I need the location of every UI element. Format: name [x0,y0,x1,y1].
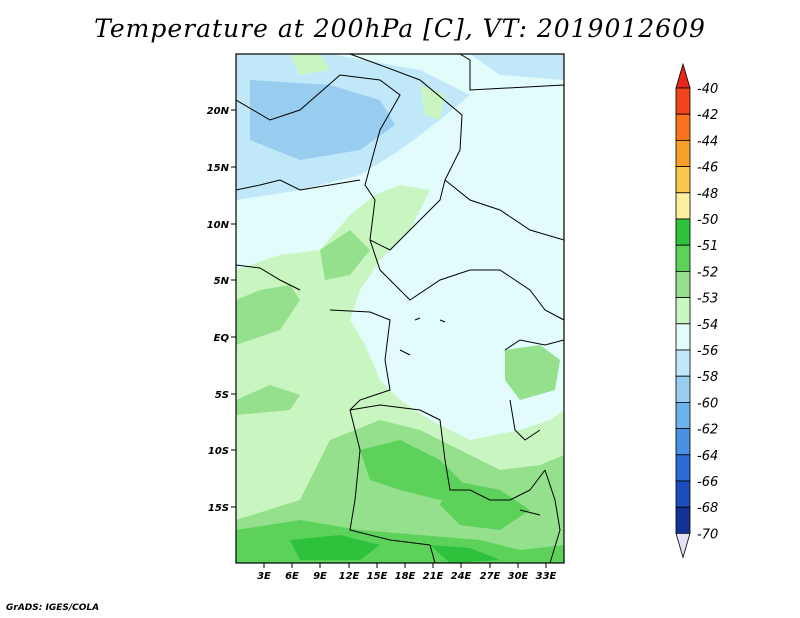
colorbar-label: -48 [697,187,718,202]
colorbar-label: -56 [697,344,718,359]
colorbar-band [675,192,691,220]
lon-label-24e: 24E [451,571,472,582]
colorbar-band [675,139,691,167]
colorbar-band [675,297,691,325]
colorbar-band [675,401,691,429]
colorbar-label: -68 [697,501,718,516]
lon-label-6e: 6E [285,571,299,582]
lat-axis: 20N 15N 10N 5N EQ 5S 10S 15S [207,106,236,514]
lat-label-20n: 20N [207,106,230,117]
colorbar-label: -53 [697,292,718,307]
band-minus-52-53-sw [236,385,300,415]
lon-label-3e: 3E [257,571,271,582]
colorbar-band [675,244,691,272]
colorbar-label: -42 [697,108,718,123]
lon-label-15e: 15E [367,571,388,582]
colorbar-label: -44 [697,134,718,149]
band-minus-50-51-a [290,535,380,560]
colorbar-label: -62 [697,423,718,438]
band-minus-50-51-b [430,545,500,563]
band-minus-52-53-e [505,345,560,400]
lat-label-10s: 10S [208,446,229,457]
colorbar-label: -64 [697,449,718,464]
temperature-field [236,54,564,563]
lat-label-eq: EQ [214,333,230,344]
lon-label-27e: 27E [480,571,501,582]
colorbar-band [675,454,691,482]
band-minus-58-60 [250,80,395,160]
lat-label-10n: 10N [207,220,230,231]
colorbar-label: -70 [697,527,718,542]
lon-label-21e: 21E [423,571,444,582]
colorbar-band [675,506,691,534]
band-minus-52-53-n [320,230,370,280]
colorbar-label: -54 [697,318,718,333]
colorbar-label: -52 [697,265,718,280]
lat-label-15s: 15S [208,503,229,514]
lon-label-33e: 33E [536,571,557,582]
colorbar-band [675,323,691,351]
footer-credit: GrADS: IGES/COLA [6,603,100,613]
colorbar-band [675,166,691,194]
lat-label-15n: 15N [207,163,230,174]
colorbar-band [675,375,691,403]
colorbar-bottom-arrow [675,533,691,559]
colorbar-label: -66 [697,475,718,490]
band-minus-53-54-n2 [420,85,445,120]
colorbar-top-arrow [675,62,691,89]
lon-axis: 3E 6E 9E 12E 15E 18E 21E 24E 27E 30E 33E [257,563,557,582]
colorbar-label: -60 [697,396,718,411]
band-minus-51-52-b [440,480,530,530]
colorbar-band [675,480,691,508]
colorbar-label: -46 [697,161,718,176]
map-frame [235,53,565,564]
lon-label-18e: 18E [395,571,416,582]
lat-label-5s: 5S [215,390,229,401]
colorbar-band [675,349,691,377]
colorbar-band [675,113,691,141]
colorbar: -40 -42 -44 -46 -48 -50 -51 -52 -53 -54 -56 -58 -60 -… [675,62,718,559]
country-borders [236,54,564,563]
lat-label-5n: 5N [214,276,230,287]
lon-label-30e: 30E [508,571,529,582]
colorbar-label: -50 [697,213,718,228]
colorbar-label: -58 [697,370,718,385]
colorbar-label: -51 [697,239,718,254]
map-title: Temperature at 200hPa [C], VT: 201901260… [94,14,706,43]
colorbar-band [675,428,691,456]
lon-label-9e: 9E [313,571,327,582]
colorbar-band [675,218,691,246]
band-minus-51-52-a [360,440,470,500]
lon-label-12e: 12E [339,571,360,582]
colorbar-label: -40 [697,82,718,97]
colorbar-band [675,270,691,298]
band-minus-56-58-ne [470,54,564,80]
colorbar-band [675,87,691,115]
band-minus-52-53-w [236,285,300,345]
band-minus-53-54-n1 [290,54,330,75]
